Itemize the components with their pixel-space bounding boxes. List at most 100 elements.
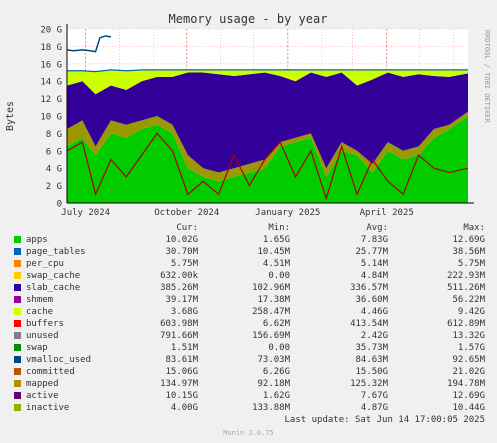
legend-max: 13.32G [452,331,485,341]
legend-row-cache: cache 3.68G 258.47M 4.46G 9.42G [0,306,497,318]
legend-swatch [14,284,21,291]
legend-label: committed [26,367,75,377]
legend-swatch [14,248,21,255]
legend-min: 102.96M [252,283,290,293]
munin-version: Munin 2.0.75 [223,429,274,437]
header-cur: Cur: [176,223,198,233]
legend-cur: 632.00k [160,271,198,281]
legend-cur: 15.06G [165,367,198,377]
legend-max: 194.78M [447,379,485,389]
legend-row-swap_cache: swap_cache 632.00k 0.00 4.84M 222.93M [0,270,497,282]
legend-min: 4.51M [262,259,290,269]
legend-min: 10.45M [257,247,290,257]
legend-min: 92.18M [257,379,290,389]
legend-row-buffers: buffers 603.98M 6.62M 413.54M 612.89M [0,318,497,330]
last-update: Last update: Sat Jun 14 17:00:05 2025 [284,415,485,425]
legend-cur: 3.68G [170,307,198,317]
x-tick-label: January 2025 [255,208,320,218]
legend-min: 73.03M [257,355,290,365]
legend-label: shmem [26,295,54,305]
legend-row-mapped: mapped 134.97M 92.18M 125.32M 194.78M [0,378,497,390]
y-tick-label: 14 G [40,78,62,88]
legend-swatch [14,368,21,375]
y-axis-label: Bytes [5,101,16,131]
legend-row-unused: unused 791.66M 156.69M 2.42G 13.32G [0,330,497,342]
legend-label: active [26,391,59,401]
legend-label: swap_cache [26,271,81,281]
legend-min: 133.88M [252,403,290,413]
legend-swatch [14,392,21,399]
legend-cur: 4.00G [170,403,198,413]
legend-avg: 336.57M [350,283,388,293]
y-tick-label: 4 G [46,165,62,175]
legend-avg: 15.50G [355,367,388,377]
legend-swatch [14,272,21,279]
legend-header: Cur: Min: Avg: Max: [0,222,497,234]
legend-label: vmalloc_used [26,355,92,365]
legend-row-page_tables: page_tables 30.70M 10.45M 25.77M 38.56M [0,246,497,258]
legend-max: 9.42G [457,307,485,317]
legend-avg: 413.54M [350,319,388,329]
legend-max: 12.69G [452,235,485,245]
legend-cur: 1.51M [170,343,198,353]
x-tick-label: April 2025 [360,208,414,218]
legend-row-active: active 10.15G 1.62G 7.67G 12.69G [0,390,497,402]
legend-label: buffers [26,319,64,329]
legend-max: 5.75M [457,259,485,269]
legend-avg: 7.67G [360,391,388,401]
legend-label: slab_cache [26,283,81,293]
area-slab-cache [67,72,468,173]
line-committed-total [67,69,468,73]
legend-min: 17.38M [257,295,290,305]
legend-max: 10.44G [452,403,485,413]
legend-avg: 5.14M [360,259,388,269]
legend-cur: 603.98M [160,319,198,329]
legend-cur: 39.17M [165,295,198,305]
area-apps [67,116,468,203]
legend-row-vmalloc_used: vmalloc_used 83.61M 73.03M 84.63M 92.65M [0,354,497,366]
line-inactive [66,132,469,201]
legend-min: 0.00 [268,343,290,353]
line-committed [66,35,112,53]
header-min: Min: [268,223,290,233]
chart-title: Memory usage - by year [169,12,328,26]
x-tick-label: October 2024 [154,208,219,218]
legend-max: 21.02G [452,367,485,377]
legend-label: cache [26,307,54,317]
legend-swatch [14,380,21,387]
legend-cur: 10.15G [165,391,198,401]
x-tick-label: July 2024 [61,208,110,218]
y-tick-label: 12 G [40,95,62,105]
legend-max: 12.69G [452,391,485,401]
legend-swatch [14,404,21,411]
y-tick-label: 10 G [40,113,62,123]
y-tick-label: 0 [57,200,62,210]
legend-row-shmem: shmem 39.17M 17.38M 36.60M 56.22M [0,294,497,306]
legend-cur: 5.75M [170,259,198,269]
legend-avg: 4.46G [360,307,388,317]
legend-avg: 7.83G [360,235,388,245]
legend-min: 1.65G [262,235,290,245]
legend-max: 222.93M [447,271,485,281]
legend-swatch [14,344,21,351]
legend-min: 156.69M [252,331,290,341]
legend-max: 56.22M [452,295,485,305]
legend-cur: 83.61M [165,355,198,365]
legend-swatch [14,296,21,303]
legend-label: page_tables [26,247,86,257]
legend-avg: 2.42G [360,331,388,341]
legend-row-swap: swap 1.51M 0.00 35.73M 1.57G [0,342,497,354]
legend-label: unused [26,331,59,341]
area-cache [67,69,468,95]
header-avg: Avg: [366,223,388,233]
legend-avg: 35.73M [355,343,388,353]
legend-avg: 84.63M [355,355,388,365]
legend-cur: 134.97M [160,379,198,389]
legend-swatch [14,236,21,243]
legend-max: 511.26M [447,283,485,293]
legend-row-inactive: inactive 4.00G 133.88M 4.87G 10.44G [0,402,497,414]
legend-max: 1.57G [457,343,485,353]
header-max: Max: [463,223,485,233]
y-tick-label: 6 G [46,147,62,157]
